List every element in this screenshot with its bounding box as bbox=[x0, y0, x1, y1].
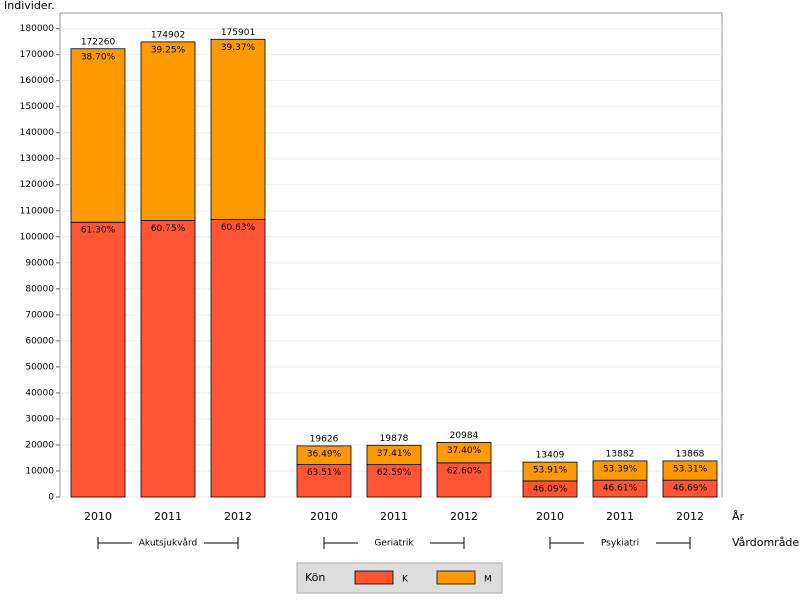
y-tick-label: 130000 bbox=[20, 154, 55, 164]
bar-segment bbox=[366, 464, 422, 498]
group-label: Geriatrik bbox=[374, 539, 414, 549]
total-label: 13882 bbox=[606, 449, 635, 459]
legend-label: M bbox=[484, 575, 492, 585]
y-tick-label: 90000 bbox=[25, 258, 54, 268]
segment-label: 60.75% bbox=[151, 224, 186, 234]
bar-segment bbox=[70, 48, 126, 223]
total-label: 13409 bbox=[536, 451, 565, 461]
segment-label: 60.63% bbox=[221, 223, 256, 233]
bar-segment bbox=[436, 441, 492, 464]
x-tick-label: 2011 bbox=[380, 510, 408, 523]
segment-label: 46.61% bbox=[603, 484, 638, 494]
legend-swatch bbox=[436, 570, 476, 585]
bar-segment bbox=[522, 461, 578, 482]
y-tick-label: 180000 bbox=[20, 24, 55, 34]
total-label: 19626 bbox=[310, 434, 339, 444]
segment-label: 37.41% bbox=[377, 449, 412, 459]
total-label: 20984 bbox=[450, 431, 479, 441]
bar-segment bbox=[210, 219, 266, 498]
y-tick-label: 30000 bbox=[25, 414, 54, 424]
legend-swatch bbox=[354, 570, 394, 585]
bar-segment bbox=[436, 462, 492, 498]
segment-label: 62.60% bbox=[447, 466, 482, 476]
legend-title: Kön bbox=[305, 571, 325, 584]
x-tick-label: 2010 bbox=[310, 510, 338, 523]
total-label: 19878 bbox=[380, 434, 409, 444]
segment-label: 38.70% bbox=[81, 52, 116, 62]
segment-label: 53.39% bbox=[603, 464, 638, 474]
segment-label: 39.25% bbox=[151, 45, 186, 55]
y-tick-label: 110000 bbox=[20, 206, 55, 216]
total-label: 172260 bbox=[81, 37, 116, 47]
bar-segment bbox=[140, 220, 196, 498]
total-label: 175901 bbox=[221, 28, 255, 38]
bar-segment bbox=[70, 221, 126, 498]
segment-label: 63.51% bbox=[307, 468, 342, 478]
x-tick-label: 2012 bbox=[450, 510, 478, 523]
y-tick-label: 100000 bbox=[20, 232, 55, 242]
y-tick-label: 20000 bbox=[25, 440, 54, 450]
total-label: 13868 bbox=[676, 449, 705, 459]
segment-label: 46.69% bbox=[673, 484, 708, 494]
segment-label: 62.59% bbox=[377, 468, 412, 478]
segment-label: 39.37% bbox=[221, 43, 256, 53]
group-label: Psykiatri bbox=[601, 539, 639, 549]
legend-label: K bbox=[402, 575, 409, 585]
y-axis-label: Individer. bbox=[4, 0, 55, 12]
segment-label: 36.49% bbox=[307, 449, 342, 459]
y-tick-label: 10000 bbox=[25, 466, 54, 476]
y-tick-label: 60000 bbox=[25, 336, 54, 346]
y-tick-label: 170000 bbox=[20, 50, 55, 60]
x-tick-label: 2011 bbox=[606, 510, 634, 523]
y-tick-label: 70000 bbox=[25, 310, 54, 320]
y-tick-label: 80000 bbox=[25, 284, 54, 294]
group-label-bg bbox=[584, 535, 656, 551]
bar-segment bbox=[296, 445, 352, 465]
bar-segment bbox=[592, 460, 648, 481]
bar-segment bbox=[366, 444, 422, 466]
segment-label: 53.91% bbox=[533, 466, 568, 476]
y-tick-label: 140000 bbox=[20, 128, 55, 138]
x-tick-label: 2012 bbox=[676, 510, 704, 523]
x-tick-label: 2011 bbox=[154, 510, 182, 523]
group-label-bg bbox=[358, 535, 430, 551]
y-tick-label: 120000 bbox=[20, 180, 55, 190]
total-label: 174902 bbox=[151, 30, 185, 40]
y-tick-label: 150000 bbox=[20, 102, 55, 112]
y-tick-label: 50000 bbox=[25, 362, 54, 372]
x-tick-label: 2012 bbox=[224, 510, 252, 523]
bar-segment bbox=[662, 460, 718, 481]
y-tick-label: 40000 bbox=[25, 388, 54, 398]
group-axis-label: Vårdområde bbox=[732, 536, 799, 549]
x-tick-label: 2010 bbox=[84, 510, 112, 523]
segment-label: 61.30% bbox=[81, 226, 116, 236]
segment-label: 37.40% bbox=[447, 446, 482, 456]
x-tick-label: 2010 bbox=[536, 510, 564, 523]
y-tick-label: 160000 bbox=[20, 76, 55, 86]
bar-segment bbox=[140, 41, 196, 221]
bar-segment bbox=[210, 38, 266, 220]
y-tick-label: 0 bbox=[48, 493, 54, 503]
group-label: Akutsjukvård bbox=[139, 538, 198, 549]
segment-label: 46.09% bbox=[533, 484, 568, 494]
group-label-bg bbox=[132, 535, 204, 551]
x-axis-label: År bbox=[732, 510, 745, 523]
segment-label: 53.31% bbox=[673, 464, 708, 474]
